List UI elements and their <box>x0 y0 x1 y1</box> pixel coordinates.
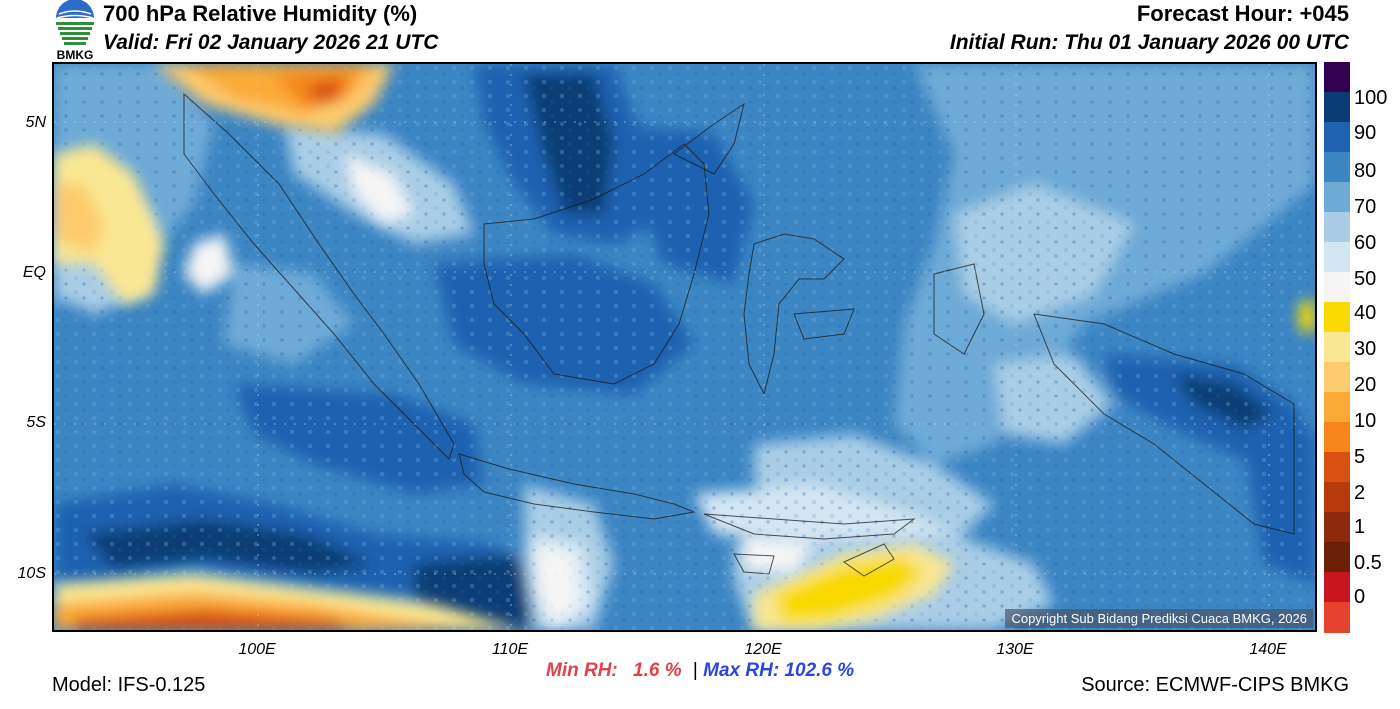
colorbar-cell <box>1324 602 1350 633</box>
min-rh-label: Min RH: <box>546 660 618 681</box>
graticule <box>54 64 1315 630</box>
lat-label-5n: 5N <box>25 114 46 131</box>
max-rh-label: Max RH: <box>703 660 780 681</box>
colorbar-label: 10 <box>1354 410 1377 432</box>
colorbar-cell <box>1324 332 1350 363</box>
lon-label-110e: 110E <box>491 641 529 658</box>
colorbar-cell <box>1324 512 1350 543</box>
colorbar-cell <box>1324 62 1350 93</box>
humidity-map: Copyright Sub Bidang Prediksi Cuaca BMKG… <box>52 62 1317 632</box>
colorbar-label: 90 <box>1354 122 1377 144</box>
colorbar-label: 60 <box>1354 232 1377 254</box>
bmkg-logo: BMKG <box>50 0 100 62</box>
colorbar-label: 20 <box>1354 374 1377 396</box>
colorbar-cell <box>1324 542 1350 573</box>
colorbar-label: 50 <box>1354 268 1377 290</box>
colorbar-cell <box>1324 242 1350 273</box>
lat-label-eq: EQ <box>22 264 46 281</box>
coastlines <box>183 92 1295 577</box>
colorbar-cell <box>1324 272 1350 303</box>
colorbar <box>1324 62 1350 633</box>
initial-run: Initial Run: Thu 01 January 2026 00 UTC <box>949 31 1349 54</box>
colorbar-label: 0 <box>1354 586 1366 608</box>
colorbar-cell <box>1324 122 1350 153</box>
colorbar-cell <box>1324 452 1350 483</box>
colorbar-cell <box>1324 152 1350 183</box>
colorbar-label: 70 <box>1354 196 1377 218</box>
colorbar-cell <box>1324 182 1350 213</box>
copyright-note: Copyright Sub Bidang Prediksi Cuaca BMKG… <box>1005 609 1313 628</box>
colorbar-cell <box>1324 92 1350 123</box>
colorbar-label: 100 <box>1354 87 1388 109</box>
logo-text: BMKG <box>57 48 94 62</box>
colorbar-cell <box>1324 212 1350 243</box>
colorbar-cell <box>1324 302 1350 333</box>
stats-separator: | <box>692 660 698 681</box>
colorbar-cell <box>1324 392 1350 423</box>
lon-label-120e: 120E <box>744 641 782 658</box>
lon-label-130e: 130E <box>996 641 1034 658</box>
colorbar-cell <box>1324 572 1350 603</box>
colorbar-label: 40 <box>1354 302 1377 324</box>
dry-regions <box>54 64 1315 630</box>
forecast-hour: Forecast Hour: +045 <box>1136 1 1349 26</box>
valid-time: Valid: Fri 02 January 2026 21 UTC <box>103 31 439 54</box>
min-rh-value: 1.6 % <box>633 660 682 681</box>
colorbar-cell <box>1324 362 1350 393</box>
colorbar-label: 0.5 <box>1354 552 1382 574</box>
lat-label-5s: 5S <box>26 414 46 431</box>
colorbar-label: 2 <box>1354 482 1366 504</box>
colorbar-label: 30 <box>1354 338 1377 360</box>
max-rh-value: 102.6 % <box>784 660 855 681</box>
colorbar-cell <box>1324 422 1350 453</box>
source-info: Source: ECMWF-CIPS BMKG <box>1081 674 1349 696</box>
lon-label-140e: 140E <box>1249 641 1287 658</box>
colorbar-cell <box>1324 482 1350 513</box>
lon-label-100e: 100E <box>238 641 276 658</box>
min-max-stats: Min RH: 1.6 % | Max RH: 102.6 % <box>546 660 854 682</box>
model-info: Model: IFS-0.125 <box>52 674 206 696</box>
map-title: 700 hPa Relative Humidity (%) <box>103 1 418 26</box>
lat-label-10s: 10S <box>17 565 46 582</box>
colorbar-label: 1 <box>1354 516 1366 538</box>
colorbar-label: 80 <box>1354 160 1377 182</box>
colorbar-label: 5 <box>1354 446 1366 468</box>
